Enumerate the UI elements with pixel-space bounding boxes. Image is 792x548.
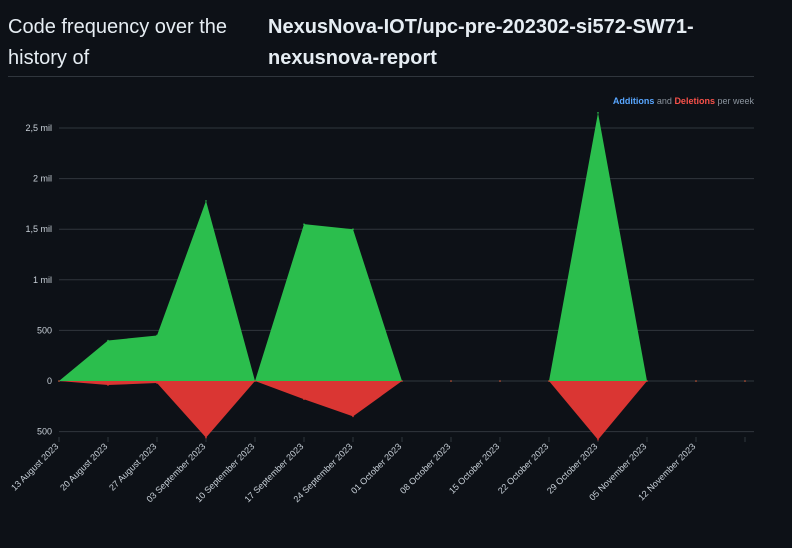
x-tick-label: 01 October 2023 <box>349 441 403 495</box>
deletions-point <box>254 380 256 382</box>
legend-and: and <box>656 96 672 106</box>
x-tick-label: 27 August 2023 <box>107 441 158 492</box>
additions-point <box>352 228 354 230</box>
legend-deletions: Deletions <box>674 96 715 106</box>
repository-name: NexusNova-IOT/upc-pre-202302-si572-SW71-… <box>268 16 694 69</box>
deletions-point <box>548 380 550 382</box>
deletions-point <box>646 380 648 382</box>
deletions-point <box>450 380 452 382</box>
x-tick-label: 29 October 2023 <box>545 441 599 495</box>
y-tick-label: 0 <box>47 376 52 386</box>
deletions-point <box>58 380 60 382</box>
deletions-point <box>401 380 403 382</box>
y-tick-label: 500 <box>37 325 52 335</box>
y-tick-label: 1,5 mil <box>25 224 52 234</box>
y-tick-label: 2 mil <box>33 174 52 184</box>
additions-point <box>107 339 109 342</box>
deletions-point <box>597 438 599 441</box>
additions-point <box>597 112 599 114</box>
x-tick-label: 20 August 2023 <box>58 441 109 492</box>
chart-legend: Additions and Deletions per week <box>613 96 754 106</box>
x-tick-label: 15 October 2023 <box>447 441 501 495</box>
deletions-point <box>205 436 207 439</box>
chart-header: Code frequency over the history of Nexus… <box>8 10 754 77</box>
additions-area <box>59 112 745 381</box>
x-tick-label: 22 October 2023 <box>496 441 550 495</box>
additions-point <box>205 200 207 202</box>
y-tick-label: 2,5 mil <box>25 123 52 133</box>
additions-point <box>303 223 305 225</box>
legend-suffix: per week <box>717 96 754 106</box>
legend-additions: Additions <box>612 96 655 106</box>
y-tick-label: 500 <box>37 427 52 437</box>
y-tick-label: 1 mil <box>33 275 52 285</box>
deletions-point <box>499 380 501 382</box>
deletions-point <box>156 382 158 384</box>
additions-point <box>156 334 158 337</box>
deletions-point <box>107 384 109 386</box>
x-tick-label: 13 August 2023 <box>9 441 60 492</box>
deletions-point <box>352 415 354 418</box>
deletions-point <box>744 380 746 382</box>
deletions-area <box>59 381 745 440</box>
x-tick-label: 08 October 2023 <box>398 441 452 495</box>
header-prefix: Code frequency over the history of <box>8 16 228 69</box>
deletions-point <box>695 380 697 382</box>
deletions-point <box>303 398 305 401</box>
